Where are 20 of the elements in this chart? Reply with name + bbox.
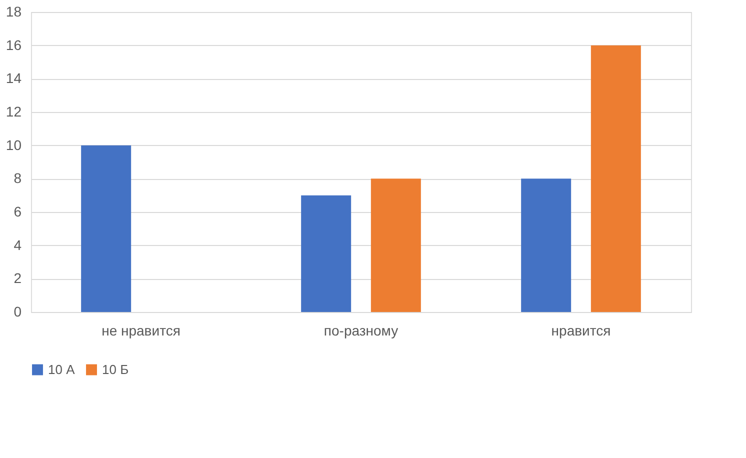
bar (81, 145, 132, 312)
legend-label: 10 Б (102, 362, 129, 377)
y-tick-label: 16 (6, 36, 22, 53)
y-tick-label: 8 (14, 170, 22, 186)
y-tick-label: 10 (6, 136, 22, 153)
y-tick-label: 14 (6, 70, 22, 86)
bar (590, 45, 641, 312)
y-tick-label: 6 (14, 204, 22, 220)
bar (370, 178, 421, 312)
y-tick-label: 4 (14, 236, 22, 253)
x-tick-label: по-разному (324, 322, 398, 338)
legend-label: 10 А (48, 362, 76, 377)
bar (301, 195, 352, 312)
x-tick-label: нравится (551, 322, 611, 338)
bar (521, 178, 572, 312)
y-tick-label: 0 (14, 304, 22, 320)
x-tick-label: не нравится (102, 322, 180, 338)
y-tick-label: 2 (14, 270, 22, 286)
y-tick-label: 18 (6, 4, 22, 20)
y-tick-label: 12 (6, 104, 22, 120)
